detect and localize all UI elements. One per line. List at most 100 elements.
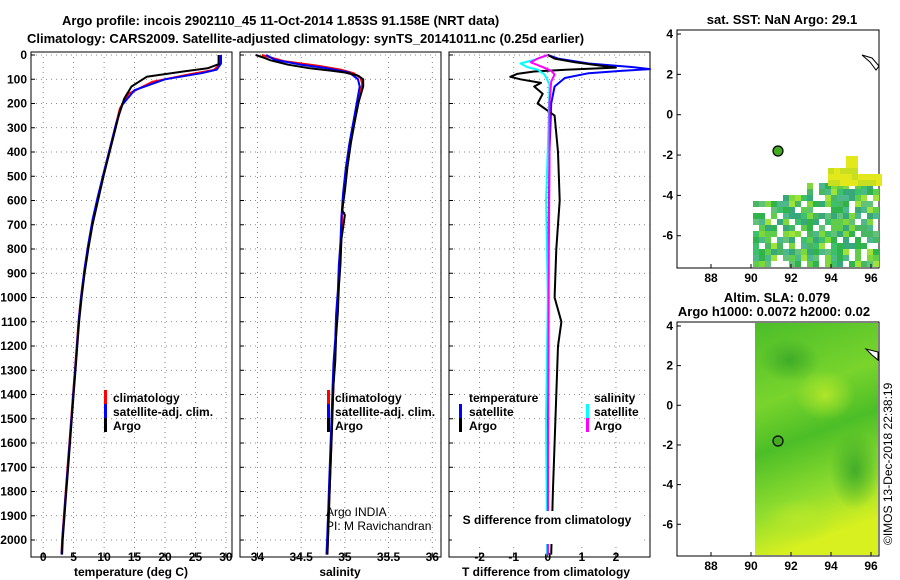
sst-cell [831,207,837,213]
sst-cell [843,231,849,237]
sst-cell [765,243,771,249]
depth-tick-label: 0 [20,48,27,62]
sla-argo-marker [772,435,784,447]
depth-tick-label: 100 [7,72,27,86]
sst-cell [771,207,777,213]
legend-swatch-argo [327,418,330,432]
sst-cell [807,237,813,243]
sst-cell [867,237,873,243]
legend-title-salinity: salinity [594,391,636,405]
map-x-tick-label: 96 [864,559,878,573]
sst-cell [765,219,771,225]
sst-cell [795,201,801,207]
sst-cell [855,261,861,267]
map-y-tick-label: 4 [666,27,673,41]
sla-high-patch [765,498,835,542]
sst-cell [873,231,879,237]
sst-cell [861,231,867,237]
sst-cell [837,243,843,249]
sst-cell [789,255,795,261]
depth-axis-labels: 0 100 200 300 400 500 600 700 800 900 1000 1100 1200… [0,48,27,547]
credit-text: ©IMOS 13-Dec-2018 22:38:19 [881,382,895,545]
sst-cell [753,255,759,261]
legend-swatch-s-satellite [586,404,589,418]
sst-cell [783,207,789,213]
sst-cell [807,195,813,201]
sst-cell [759,249,765,255]
sst-cell [819,225,825,231]
sst-cell-warm [858,174,864,180]
sst-cell [867,201,873,207]
series-line-s-argo [529,54,556,555]
sst-cell [813,231,819,237]
sst-cell [777,219,783,225]
sla-map-subtitle: Argo h1000: 0.0072 h2000: 0.02 [678,304,870,319]
sst-cell [759,255,765,261]
sst-cell [831,195,837,201]
sst-cell-warm [876,180,882,186]
sst-cell [837,255,843,261]
legend-swatch-s-argo [586,418,589,432]
sst-cell [789,195,795,201]
x-tick-label: 34.5 [289,550,313,564]
sst-cell-warm [846,162,852,168]
sst-cell [789,225,795,231]
legend-label-climatology: climatology [335,391,402,405]
sst-map-axes: 88 90 92 94 96 4 2 0 -2 -4 -6 [662,27,878,285]
sst-cell [849,213,855,219]
sst-cell [843,195,849,201]
sst-cell [759,213,765,219]
sst-cell [801,255,807,261]
sst-cell [843,201,849,207]
sst-cell [873,237,879,243]
sst-cell [867,213,873,219]
sst-cell [765,237,771,243]
x-tick-label: 20 [158,550,172,564]
depth-tick-label: 400 [7,145,27,159]
sst-cell [837,231,843,237]
sst-cell [825,213,831,219]
sst-cell [843,249,849,255]
sst-cell [819,201,825,207]
series-line-s-satellite [519,54,551,555]
sst-cell [831,231,837,237]
sst-cell [819,237,825,243]
sst-cell [789,261,795,267]
sst-cell [849,261,855,267]
sst-cell [807,219,813,225]
sst-cell [873,195,879,201]
sst-cell [801,225,807,231]
x-tick-label: -1 [508,550,519,564]
sst-cell [819,183,825,189]
x-tick-label: 1 [579,550,586,564]
map-x-tick-label: 92 [784,559,798,573]
sst-cell [807,189,813,195]
argo-program-annotation: Argo INDIA [326,505,387,519]
legend-label-satellite: satellite-adj. clim. [335,405,435,419]
sst-cell [807,261,813,267]
sst-cell-warm [840,168,846,174]
temperature-x-label: temperature (deg C) [74,565,188,579]
sst-cell [825,201,831,207]
sst-cell [831,219,837,225]
sst-cell [861,189,867,195]
sst-cell-warm [870,180,876,186]
sst-cell [855,207,861,213]
sst-cell [831,237,837,243]
sst-cell [783,213,789,219]
depth-tick-label: 800 [7,242,27,256]
sst-cell [813,213,819,219]
sst-cell [873,213,879,219]
sst-cell [783,237,789,243]
depth-tick-label: 1200 [0,339,27,353]
sst-cell [843,243,849,249]
sst-cell [843,219,849,225]
sst-cell [801,237,807,243]
sst-cell [795,219,801,225]
map-y-tick-label: 0 [666,108,673,122]
depth-tick-label: 1500 [0,412,27,426]
sst-cell [819,213,825,219]
depth-tick-label: 1700 [0,460,27,474]
sst-cell [849,231,855,237]
sst-cell-warm [828,174,834,180]
